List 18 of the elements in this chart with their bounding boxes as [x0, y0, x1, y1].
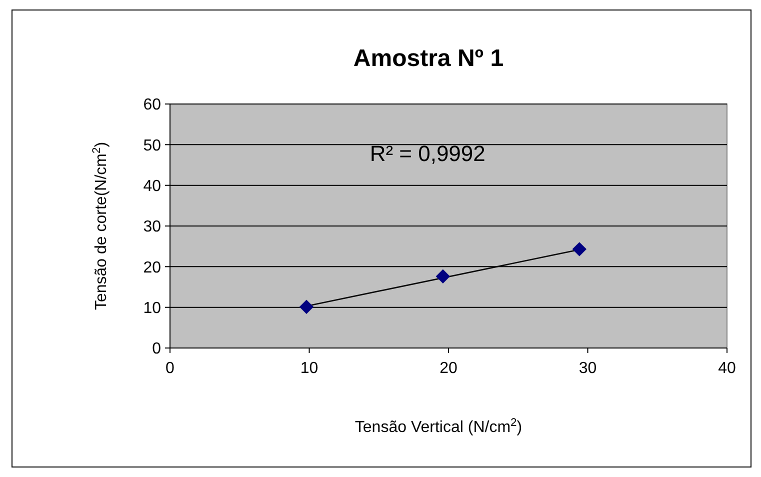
x-axis-title: Tensão Vertical (N/cm$^{2}$) [354, 417, 522, 436]
x-tick-label: 20 [440, 360, 458, 377]
x-tick-label: 0 [166, 360, 175, 377]
x-tick-label: 40 [718, 360, 736, 377]
annotation: R² = 0,9992 [370, 140, 486, 166]
y-tick-label: 60 [143, 96, 162, 114]
point [572, 242, 587, 256]
point [436, 269, 450, 284]
y-tick-label: 20 [143, 259, 162, 276]
y-tick-label: 10 [143, 300, 162, 317]
y-tick-label: 30 [143, 218, 162, 236]
x-tick-label: 10 [300, 360, 318, 377]
y-tick-label: 40 [143, 178, 162, 195]
y-tick-label: 0 [152, 340, 162, 358]
y-tick-label: 50 [143, 137, 162, 154]
chart-title: Amostra Nº 1 [353, 45, 504, 72]
point [299, 300, 314, 314]
x-tick-label: 30 [578, 360, 597, 377]
